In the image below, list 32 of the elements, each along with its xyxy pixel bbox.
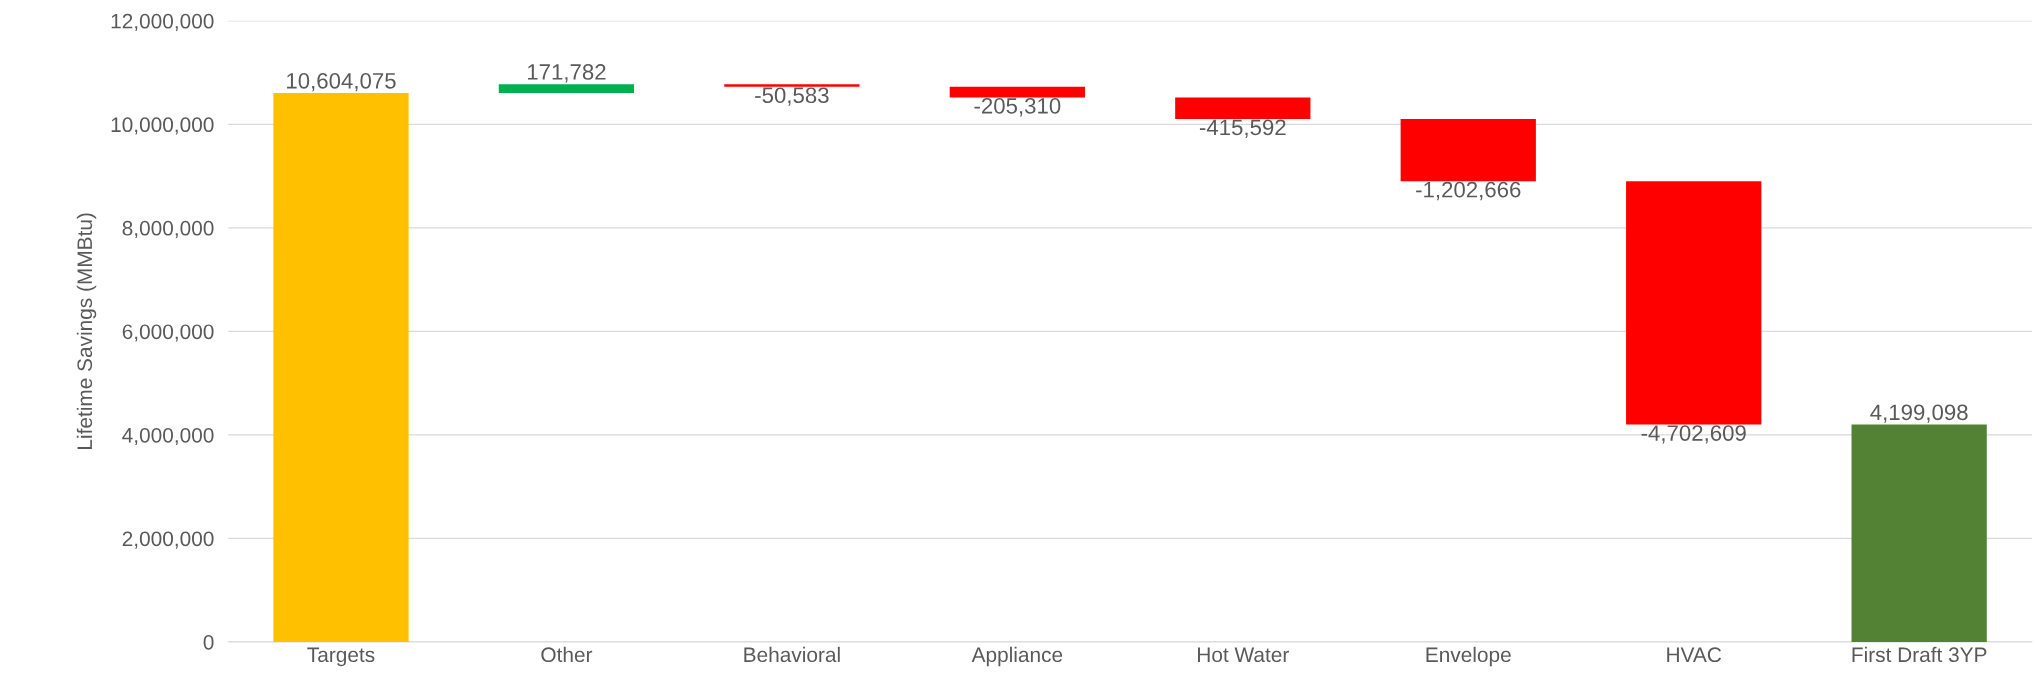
y-tick-label: 10,000,000 [111, 117, 214, 135]
data-label: -415,592 [1199, 119, 1286, 138]
x-tick-label: HVAC [1667, 647, 1722, 663]
bar [1400, 118, 1536, 182]
bar [724, 84, 860, 87]
y-tick-label: 8,000,000 [122, 220, 214, 239]
bar [1851, 424, 1987, 642]
bar [1626, 181, 1762, 425]
y-tick-label: 4,000,000 [122, 427, 214, 446]
x-tick-label: Appliance [971, 646, 1063, 667]
x-tick-label: Targets [307, 647, 375, 667]
x-tick-label: Behavioral [744, 646, 840, 663]
x-tick-label: First Draft 3YP [1852, 646, 1987, 663]
data-label: -1,202,666 [1416, 181, 1521, 201]
bar [1175, 97, 1311, 119]
bar [498, 84, 635, 94]
x-tick-label: Envelope [1426, 646, 1511, 667]
bar [273, 93, 409, 642]
data-label: -205,310 [974, 98, 1061, 117]
y-tick-label: 2,000,000 [122, 531, 214, 549]
y-tick-label: 12,000,000 [111, 13, 214, 32]
data-label: 10,604,075 [287, 72, 396, 92]
y-tick-label: 0 [203, 634, 214, 650]
y-axis-title: Lifetime Savings (MMBtu) [76, 213, 97, 449]
data-label: -4,702,609 [1641, 425, 1746, 444]
bar [949, 86, 1085, 98]
x-tick-label: Other [541, 646, 593, 663]
y-tick-label: 6,000,000 [122, 324, 214, 342]
x-tick-label: Hot Water [1198, 647, 1289, 663]
data-label: 171,782 [527, 64, 606, 83]
data-label: 4,199,098 [1870, 404, 1968, 423]
data-label: -50,583 [755, 87, 829, 106]
